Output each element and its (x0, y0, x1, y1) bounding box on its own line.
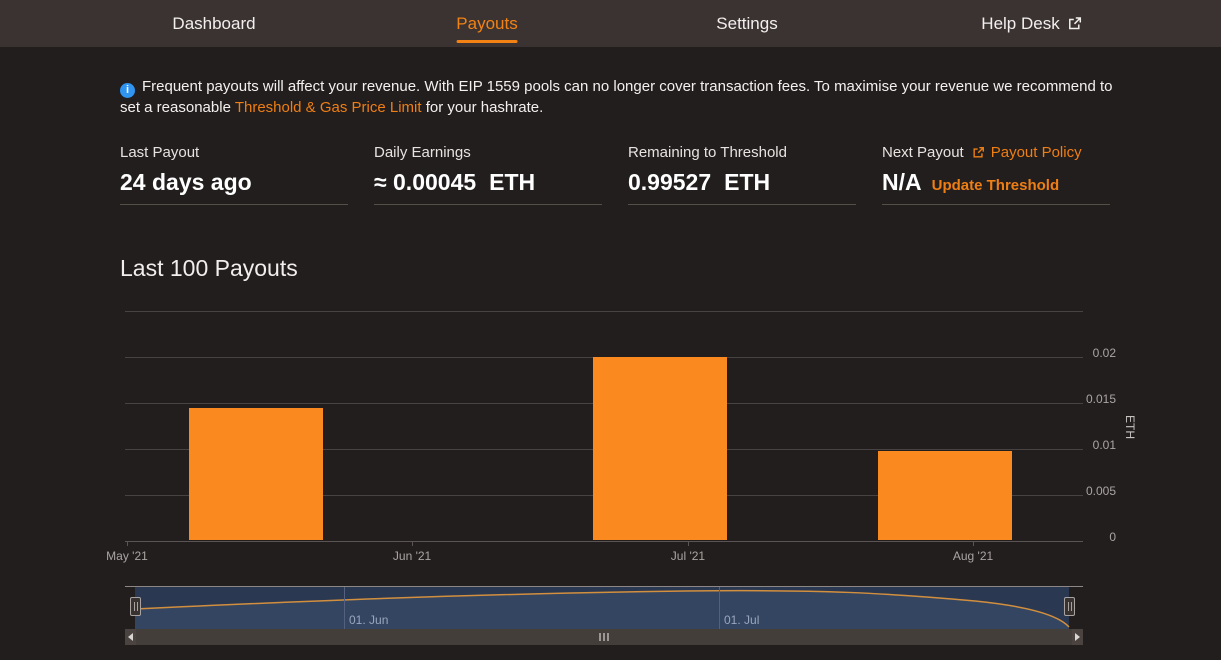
scroll-right-button[interactable] (1072, 629, 1083, 645)
stat-label: Remaining to Threshold (628, 144, 787, 161)
stat-value: 24 days ago (120, 169, 252, 195)
navigator-left-handle[interactable] (130, 597, 141, 616)
stat-value: 0.99527 (628, 169, 712, 195)
navigator-tick-label: 01. Jun (349, 613, 389, 627)
payout-policy-label: Payout Policy (990, 144, 1082, 161)
stat-daily-earnings: Daily Earnings ≈ 0.00045 ETH (374, 144, 602, 205)
x-axis-line (125, 540, 1083, 542)
stats-row: Last Payout 24 days ago Daily Earnings ≈… (120, 144, 1136, 205)
y-axis-tick-label: 0.015 (1085, 391, 1116, 406)
nav-tab-payouts[interactable]: Payouts (456, 0, 517, 47)
top-navigation: Dashboard Payouts Settings Help Desk (0, 0, 1221, 47)
x-axis-tick-label: Jun '21 (392, 549, 432, 563)
external-link-icon (972, 146, 987, 161)
x-axis-tick-label: Jul '21 (670, 549, 706, 563)
update-threshold-link[interactable]: Update Threshold (931, 177, 1060, 194)
stat-value: N/A (882, 169, 922, 195)
stat-remaining-to-threshold: Remaining to Threshold 0.99527 ETH (628, 144, 856, 205)
x-axis-tick (127, 541, 128, 546)
chart-title: Last 100 Payouts (120, 255, 298, 281)
info-banner: i Frequent payouts will affect your reven… (120, 77, 1132, 118)
chart-navigator[interactable]: 01. Jun 01. Jul (125, 587, 1083, 629)
nav-tab-dashboard[interactable]: Dashboard (172, 0, 255, 47)
y-axis-tick-label: 0.02 (1092, 345, 1116, 360)
nav-tab-label: Help Desk (981, 13, 1060, 33)
nav-tab-label: Settings (716, 13, 778, 33)
stat-label: Daily Earnings (374, 144, 471, 161)
y-axis-title: ETH (1123, 415, 1137, 439)
stat-unit: ETH (489, 169, 536, 195)
stat-next-payout: Next Payout Payout Policy N/A Update Thr… (882, 144, 1110, 205)
scroll-left-button[interactable] (125, 629, 136, 645)
navigator-gridline (719, 587, 720, 629)
banner-text-before: Frequent payouts will affect your revenu… (120, 78, 1113, 116)
nav-tab-settings[interactable]: Settings (716, 0, 777, 47)
navigator-right-handle[interactable] (1064, 597, 1075, 616)
nav-tab-help-desk[interactable]: Help Desk (981, 0, 1082, 47)
y-axis-tick-label: 0.005 (1085, 483, 1116, 498)
payout-bar[interactable] (188, 408, 323, 541)
stat-last-payout: Last Payout 24 days ago (120, 144, 348, 205)
stat-label: Next Payout (882, 144, 964, 161)
banner-text-after: for your hashrate. (421, 99, 544, 116)
navigator-series (134, 587, 1070, 629)
payout-bar[interactable] (878, 451, 1013, 541)
chart-scrollbar[interactable] (125, 629, 1083, 645)
arrow-left-icon (128, 633, 133, 641)
navigator-gridline (344, 587, 345, 629)
x-axis-tick-label: Aug '21 (952, 549, 994, 563)
info-icon: i (120, 83, 135, 98)
stat-unit: ETH (724, 169, 771, 195)
navigator-tick-label: 01. Jul (724, 613, 760, 627)
payout-bar[interactable] (593, 356, 728, 541)
nav-tab-label: Dashboard (172, 13, 256, 33)
external-link-icon (1068, 16, 1083, 31)
y-axis-tick-label: 0 (1109, 529, 1116, 544)
x-axis-tick (412, 541, 414, 546)
navigator-outline (125, 586, 1083, 587)
x-axis-tick (687, 541, 689, 546)
x-axis-tick-label: May '21 (106, 549, 148, 563)
payout-policy-link[interactable]: Payout Policy (972, 144, 1082, 162)
nav-tab-label: Payouts (456, 13, 518, 33)
arrow-right-icon (1075, 633, 1080, 641)
y-axis-tick-label: 0.01 (1092, 437, 1116, 452)
y-gridline (125, 311, 1083, 312)
x-axis-tick (973, 541, 975, 546)
stat-value: ≈ 0.00045 (374, 169, 477, 195)
stat-label: Last Payout (120, 144, 200, 161)
threshold-gas-price-limit-link[interactable]: Threshold & Gas Price Limit (234, 99, 422, 116)
scrollbar-thumb[interactable] (136, 629, 1072, 645)
